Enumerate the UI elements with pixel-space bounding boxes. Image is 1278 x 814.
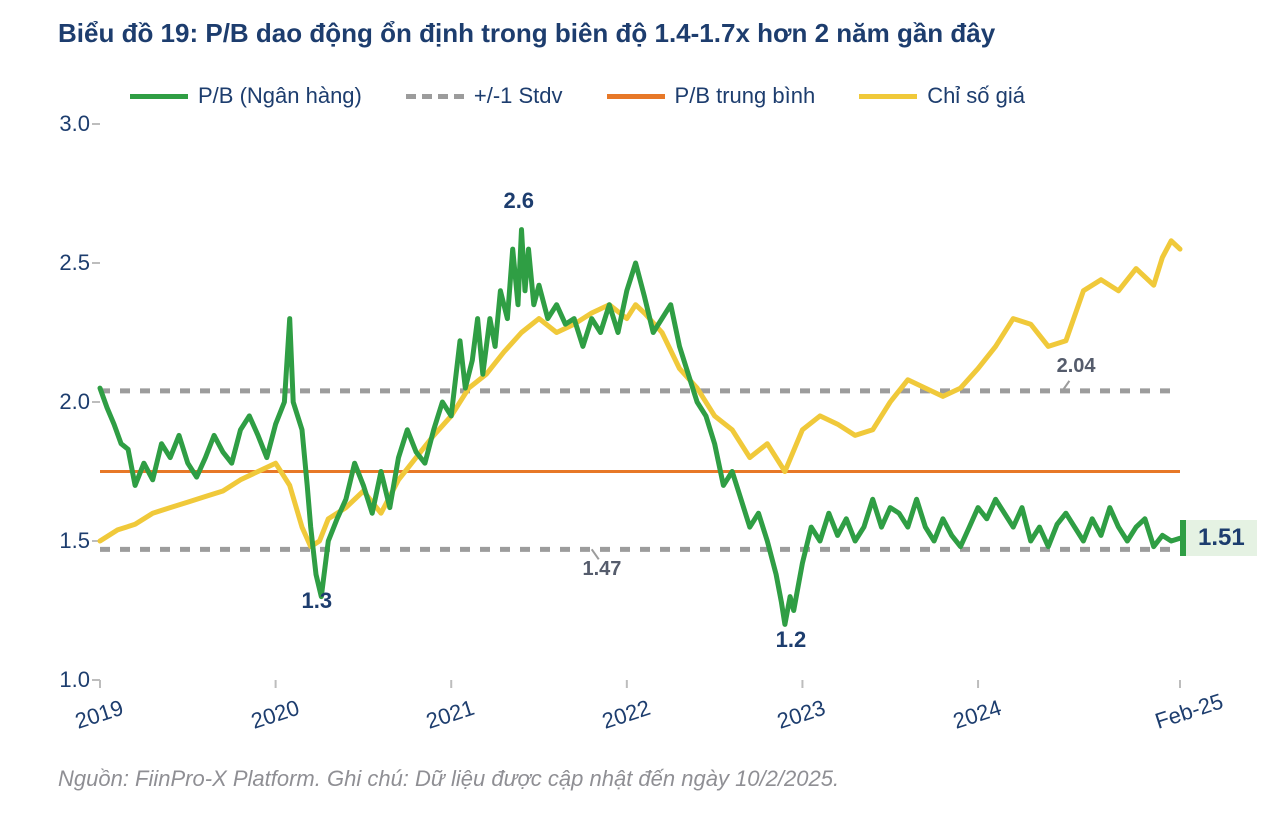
y-tick-label: 1.0 xyxy=(40,667,90,693)
data-point-label: 1.47 xyxy=(582,558,621,581)
y-tick-label: 2.0 xyxy=(40,389,90,415)
end-value-badge: 1.51 xyxy=(1186,520,1257,556)
data-point-label: 2.04 xyxy=(1057,355,1096,378)
data-point-label: 1.3 xyxy=(302,588,333,614)
y-tick-label: 3.0 xyxy=(40,111,90,137)
y-tick-label: 2.5 xyxy=(40,250,90,276)
data-point-label: 1.2 xyxy=(776,627,807,653)
data-point-label: 2.6 xyxy=(503,188,534,214)
source-note: Nguồn: FiinPro-X Platform. Ghi chú: Dữ l… xyxy=(58,766,839,792)
chart-plot xyxy=(0,0,1210,740)
y-tick-label: 1.5 xyxy=(40,528,90,554)
